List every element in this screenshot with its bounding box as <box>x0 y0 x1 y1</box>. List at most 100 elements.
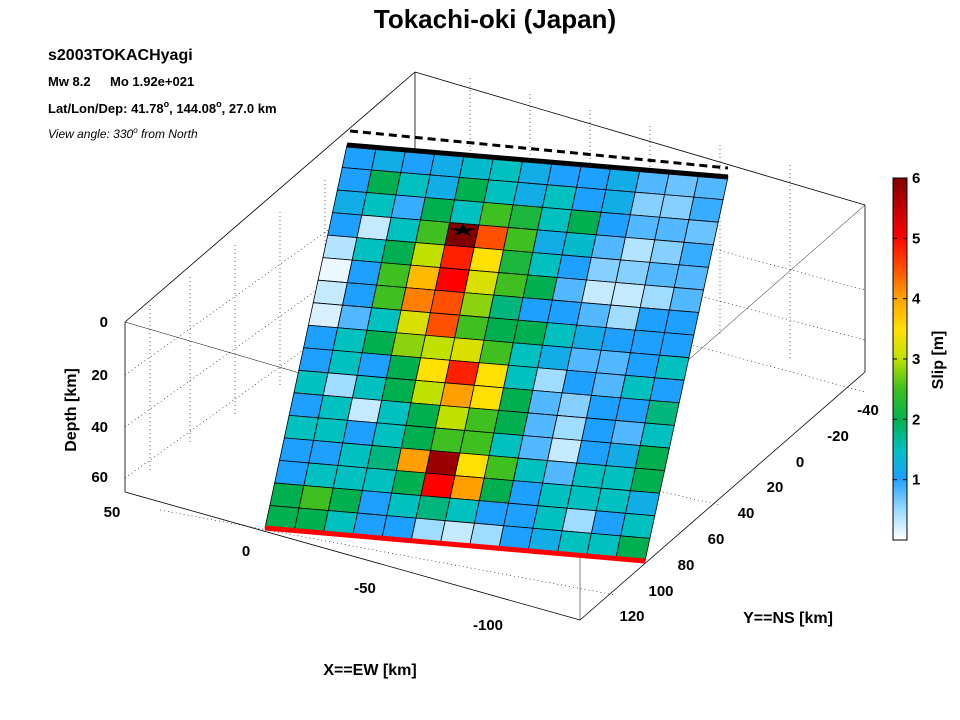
slip-patch <box>600 465 636 492</box>
slip-patch <box>308 439 344 466</box>
slip-patch <box>683 219 719 246</box>
slip-patch <box>576 302 612 329</box>
slip-patch <box>464 407 500 434</box>
slip-patch <box>678 241 714 268</box>
slip-patch <box>356 352 392 379</box>
degree-mark: o <box>133 126 138 135</box>
slip-patch <box>620 236 656 263</box>
degree-mark: o <box>164 99 170 109</box>
slip-patch <box>546 299 583 326</box>
x-tick-label: -50 <box>354 580 376 597</box>
slip-patch <box>522 274 558 301</box>
slip-patch <box>620 512 656 539</box>
y-tick-label: 80 <box>678 557 695 574</box>
slip-patch <box>380 239 417 266</box>
slip-patch <box>336 167 372 193</box>
slip-patch <box>425 312 461 339</box>
slip-patch <box>508 480 544 507</box>
slip-patch <box>366 307 402 334</box>
slip-patch <box>415 495 451 522</box>
slip-patch <box>503 502 539 529</box>
slip-patch <box>376 399 412 426</box>
slip-patch <box>595 487 631 514</box>
y-tick-label: 60 <box>708 531 725 548</box>
slip-patch <box>561 369 597 396</box>
slip-patch <box>625 490 661 517</box>
slip-patch <box>332 327 368 354</box>
z-tick-label: 20 <box>91 367 108 384</box>
slip-patch <box>366 169 402 196</box>
slip-patch <box>659 332 695 359</box>
lat-value: 41.78 <box>131 101 164 116</box>
slip-patch <box>405 402 441 429</box>
y-axis-label: Y==NS [km] <box>743 610 833 627</box>
slip-patch <box>478 339 514 366</box>
slip-patch <box>615 259 651 286</box>
slip-patch <box>561 231 597 258</box>
y-tick-label: -40 <box>857 402 879 419</box>
slip-patch <box>313 417 349 444</box>
slip-patch <box>327 212 363 239</box>
slip-patch <box>571 186 607 213</box>
slip-patch <box>342 282 378 309</box>
lon-value: 144.08 <box>176 101 216 116</box>
slip-patch <box>561 507 597 534</box>
slip-patch <box>298 485 334 511</box>
slip-patch <box>688 196 724 223</box>
slip-patch <box>664 309 700 336</box>
slip-patch <box>566 347 602 374</box>
slip-patch <box>337 304 373 331</box>
slip-patch <box>449 475 485 502</box>
slip-patch <box>410 379 446 406</box>
slip-patch <box>371 284 407 311</box>
slip-patch <box>371 422 407 449</box>
slip-patch <box>624 214 661 241</box>
slip-patch <box>283 414 319 441</box>
slip-patch <box>478 201 514 228</box>
slip-patch <box>346 259 382 286</box>
slip-patch <box>298 347 334 374</box>
slip-patch <box>449 337 485 364</box>
x-tick-label: 0 <box>242 543 250 560</box>
slip-patch <box>541 184 578 211</box>
slip-patch <box>668 287 705 313</box>
slip-patch <box>449 199 485 226</box>
slip-patch <box>522 412 558 439</box>
colorbar-label: Slip [m] <box>930 331 947 390</box>
slip-patch <box>576 440 612 467</box>
slip-patch <box>454 176 490 203</box>
slip-patch <box>590 372 627 399</box>
colorbar-tick-label: 3 <box>912 351 920 368</box>
slip-patch <box>654 216 690 243</box>
slip-patch <box>620 374 656 401</box>
slip-patch <box>610 282 646 308</box>
slip-patch <box>595 211 631 238</box>
slip-patch <box>512 181 548 208</box>
slip-patch <box>361 329 397 356</box>
slip-patch <box>454 452 490 479</box>
slip-patch <box>293 369 329 396</box>
slip-patch <box>327 487 363 514</box>
slip-patch <box>542 322 578 349</box>
slip-patch <box>434 267 470 294</box>
slip-patch <box>342 419 378 446</box>
slip-patch <box>634 445 670 472</box>
slip-patch <box>493 272 529 299</box>
z-tick-label: 40 <box>91 419 108 436</box>
slip-patch <box>629 329 666 356</box>
slip-patch <box>444 497 480 524</box>
slip-patch <box>288 392 324 419</box>
colorbar-tick-label: 5 <box>912 230 920 247</box>
slip-patch <box>483 179 519 206</box>
slip-patch <box>303 324 339 351</box>
slip-patch <box>654 354 690 381</box>
slip-patch <box>415 219 451 246</box>
slip-patch <box>459 292 495 319</box>
colorbar-tick-label: 1 <box>912 472 920 489</box>
slip-patch <box>357 490 393 517</box>
slip-patch <box>390 194 426 221</box>
hypocenter-star-icon <box>449 223 477 236</box>
slip-patch <box>503 364 539 391</box>
slip-patch <box>312 279 348 306</box>
